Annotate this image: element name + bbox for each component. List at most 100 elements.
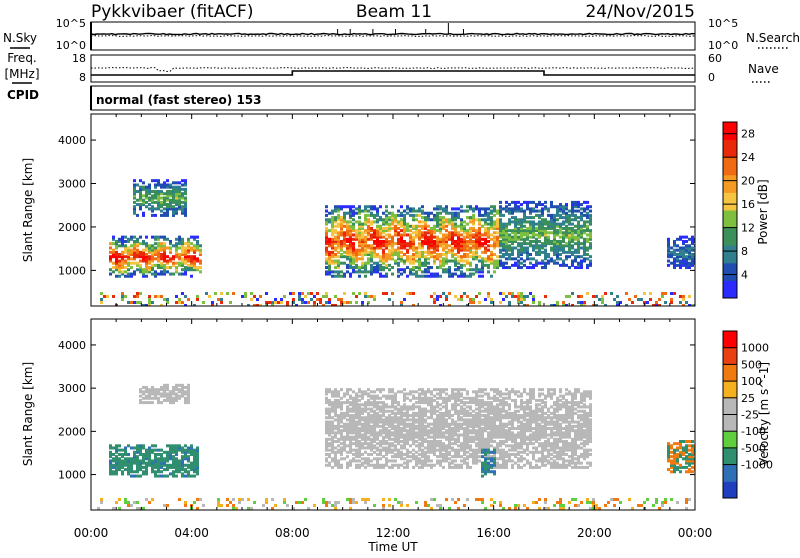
power-cell <box>118 253 121 256</box>
power-cell <box>562 260 565 263</box>
velocity-cell <box>325 421 328 424</box>
freq-series <box>91 68 695 75</box>
power-cell <box>481 218 484 221</box>
velocity-cell <box>367 457 370 460</box>
power-cell <box>418 251 421 254</box>
power-cell <box>358 275 361 278</box>
velocity-cell <box>379 388 382 391</box>
velocity-cell <box>493 449 496 452</box>
velocity-cell <box>328 442 331 445</box>
power-cell <box>373 220 376 223</box>
velocity-cell <box>451 446 454 449</box>
power-cell <box>463 264 466 267</box>
power-cell <box>538 214 541 217</box>
velocity-cell <box>325 438 328 441</box>
velocity-cell <box>328 408 331 411</box>
power-cell <box>169 240 172 243</box>
velocity-cell <box>376 453 379 456</box>
power-cell <box>325 214 328 217</box>
velocity-cell <box>406 397 409 400</box>
velocity-cell <box>415 440 418 443</box>
power-cell <box>547 207 550 210</box>
power-cell <box>532 264 535 267</box>
power-cell <box>337 251 340 254</box>
power-cell <box>400 301 403 304</box>
power-cell <box>154 295 157 298</box>
power-cell <box>493 205 496 208</box>
power-cell <box>472 240 475 243</box>
velocity-cell <box>457 403 460 406</box>
power-cell <box>541 207 544 210</box>
power-cell <box>367 270 370 273</box>
power-cell <box>112 262 115 265</box>
power-cell <box>175 262 178 265</box>
power-cell <box>424 216 427 219</box>
velocity-cell <box>442 453 445 456</box>
velocity-cell <box>460 464 463 467</box>
power-cell <box>148 295 151 298</box>
power-cell <box>451 231 454 234</box>
velocity-cell <box>346 399 349 402</box>
velocity-cell <box>430 427 433 430</box>
power-cell <box>568 214 571 217</box>
power-cell <box>154 201 157 204</box>
power-cell <box>646 301 649 304</box>
power-cell <box>172 186 175 189</box>
power-cell <box>664 292 667 295</box>
power-cell <box>562 216 565 219</box>
power-cell <box>367 251 370 254</box>
power-cell <box>526 295 529 298</box>
power-cell <box>307 301 310 304</box>
velocity-cell <box>190 462 193 465</box>
power-cell <box>403 298 406 301</box>
power-cell <box>298 292 301 295</box>
power-cell <box>163 264 166 267</box>
velocity-cell <box>490 457 493 460</box>
power-cell <box>190 275 193 278</box>
power-cell <box>535 203 538 206</box>
power-cell <box>340 270 343 273</box>
velocity-cell <box>439 403 442 406</box>
power-cell <box>499 240 502 243</box>
power-cell <box>535 251 538 254</box>
power-cell <box>649 298 652 301</box>
power-cell <box>385 205 388 208</box>
velocity-cell <box>298 501 301 504</box>
power-cell <box>349 225 352 228</box>
power-cell <box>586 205 589 208</box>
velocity-cell <box>349 414 352 417</box>
power-cell <box>472 251 475 254</box>
velocity-cell <box>445 397 448 400</box>
power-cell <box>376 262 379 265</box>
power-cell <box>136 190 139 193</box>
velocity-cell <box>178 395 181 398</box>
power-cell <box>499 205 502 208</box>
power-cell <box>559 223 562 226</box>
power-cell <box>502 223 505 226</box>
power-cell <box>547 220 550 223</box>
power-cell <box>337 255 340 258</box>
freq-series <box>91 71 695 75</box>
power-cell <box>325 210 328 213</box>
power-cell <box>331 238 334 241</box>
power-cell <box>205 292 208 295</box>
power-cell <box>334 260 337 263</box>
power-cell <box>442 257 445 260</box>
power-cell <box>325 295 328 298</box>
date-label: 24/Nov/2015 <box>585 2 695 22</box>
velocity-cell <box>382 388 385 391</box>
velocity-cell <box>436 414 439 417</box>
freq-panel <box>91 55 695 82</box>
power-cell <box>586 212 589 215</box>
power-cell <box>358 266 361 269</box>
power-colorbar-swatch <box>723 157 737 175</box>
power-cell <box>436 236 439 239</box>
power-cell <box>439 295 442 298</box>
power-cell <box>244 292 247 295</box>
velocity-cell <box>379 401 382 404</box>
power-cell <box>598 298 601 301</box>
velocity-cell <box>325 464 328 467</box>
power-cell <box>472 233 475 236</box>
power-cell <box>670 292 673 295</box>
velocity-cell <box>139 444 142 447</box>
